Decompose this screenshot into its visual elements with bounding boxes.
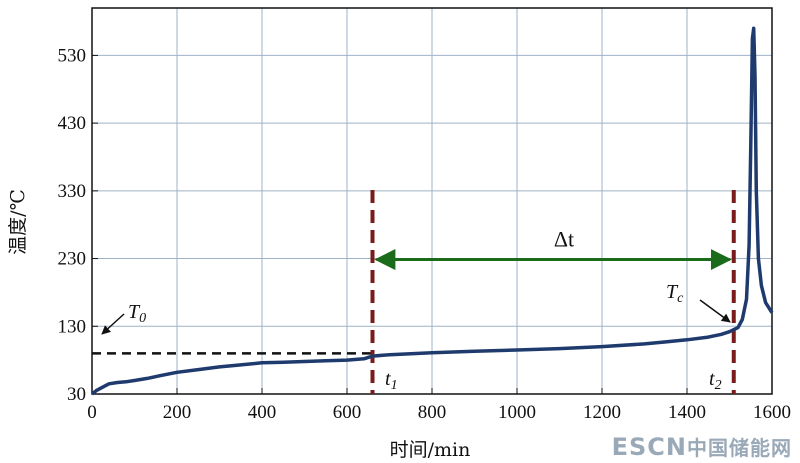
watermark-latin: ESCN (611, 433, 687, 461)
t2-label: t2 (709, 368, 722, 393)
t0-subscript: 0 (139, 311, 146, 326)
annotations: Δt T0 t1 t2 Tc (101, 227, 732, 393)
watermark-cn: 中国储能网 (687, 436, 792, 460)
y-tick-label: 130 (58, 316, 87, 337)
axes (91, 7, 773, 395)
x-tick-label: 0 (87, 402, 97, 423)
t0-pointer-arrow (101, 313, 125, 335)
guide-lines (92, 190, 736, 394)
t2-subscript: 2 (715, 378, 722, 393)
x-tick-label: 1600 (753, 402, 791, 423)
x-axis-title: 时间/min (390, 439, 471, 461)
t0-label: T0 (128, 301, 146, 326)
tc-subscript: c (677, 291, 684, 306)
t1-label: t1 (385, 368, 398, 393)
x-tick-label: 800 (418, 402, 447, 423)
watermark: ESCN中国储能网 (612, 432, 792, 461)
y-tick-label: 30 (67, 384, 86, 405)
x-tick-label: 200 (163, 402, 192, 423)
t1-subscript: 1 (391, 378, 398, 393)
y-tick-label: 530 (58, 45, 87, 66)
series (90, 26, 774, 396)
x-tick-label: 1200 (583, 402, 621, 423)
y-tick-label: 230 (58, 249, 87, 270)
tick-labels: 0 200 400 600 800 1000 1200 1400 1600 30 130 230 330… (58, 45, 792, 423)
tc-pointer-arrow (699, 299, 731, 323)
x-tick-label: 600 (333, 402, 362, 423)
grid (91, 8, 773, 395)
x-tick-label: 1400 (668, 402, 706, 423)
x-tick-label: 1000 (498, 402, 536, 423)
y-axis-title: 温度/℃ (7, 189, 29, 255)
y-tick-label: 330 (58, 181, 87, 202)
tc-label: Tc (666, 281, 684, 306)
temperature-series-line (90, 26, 774, 396)
delta-t-label: Δt (554, 227, 574, 252)
x-tick-label: 400 (248, 402, 277, 423)
y-tick-label: 430 (58, 113, 87, 134)
